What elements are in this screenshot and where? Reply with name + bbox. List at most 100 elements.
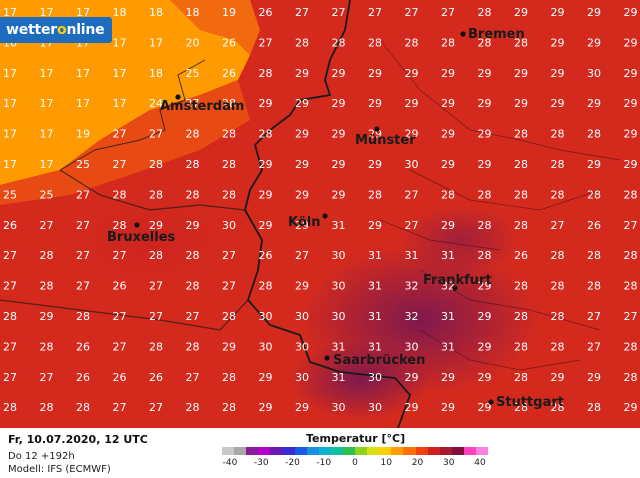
temperature-value: 27 (76, 188, 90, 201)
city-label[interactable]: Amsterdam (160, 99, 244, 114)
temperature-value: 29 (587, 97, 601, 110)
temperature-value: 28 (186, 340, 200, 353)
temperature-value: 18 (149, 67, 163, 80)
legend-tick: 0 (352, 458, 358, 468)
temperature-value: 29 (295, 401, 309, 414)
temperature-value: 28 (624, 280, 638, 293)
temperature-value: 29 (295, 97, 309, 110)
legend-color-swatch (258, 447, 271, 455)
legend-color-swatch (318, 447, 331, 455)
temperature-value: 27 (295, 6, 309, 19)
coastline (59, 59, 206, 171)
temperature-value: 29 (624, 36, 638, 49)
temperature-value: 32 (441, 280, 455, 293)
legend-tick: -20 (285, 458, 300, 468)
city-dot (134, 222, 140, 228)
legend-color-swatch (451, 447, 464, 455)
city-label[interactable]: Frankfurt (423, 273, 492, 288)
temperature-value: 28 (587, 280, 601, 293)
wetteronline-logo[interactable]: wetteronline (0, 17, 112, 43)
temperature-value: 29 (368, 97, 382, 110)
temperature-value: 18 (149, 6, 163, 19)
temperature-value: 26 (259, 249, 273, 262)
temperature-value: 26 (259, 6, 273, 19)
temperature-value: 27 (222, 249, 236, 262)
temperature-value: 28 (222, 128, 236, 141)
temperature-value: 29 (551, 67, 565, 80)
temperature-value: 29 (478, 310, 492, 323)
temperature-value: 29 (405, 401, 419, 414)
temperature-value: 29 (368, 158, 382, 171)
city-label[interactable]: Münster (355, 133, 416, 148)
legend-color-swatch (391, 447, 404, 455)
temperature-value: 29 (441, 128, 455, 141)
city-label[interactable]: Bruxelles (107, 230, 176, 245)
temperature-value: 27 (368, 6, 382, 19)
temperature-value: 30 (332, 401, 346, 414)
temperature-value: 29 (441, 158, 455, 171)
legend-tick: 20 (411, 458, 424, 468)
temperature-value: 17 (113, 97, 127, 110)
temperature-value: 28 (624, 371, 638, 384)
legend-tick-labels: -40 -30 -20 -10 0 10 20 30 40 (222, 458, 488, 470)
temperature-value: 29 (259, 371, 273, 384)
temperature-value: 28 (514, 371, 528, 384)
temperature-value: 28 (587, 249, 601, 262)
temperature-value: 25 (186, 67, 200, 80)
city-label[interactable]: Köln (288, 215, 321, 230)
city-label[interactable]: Saarbrücken (333, 353, 425, 368)
temperature-value: 17 (40, 6, 54, 19)
temperature-value: 29 (295, 128, 309, 141)
temperature-value: 27 (186, 310, 200, 323)
heat-zone-hesse (400, 205, 520, 275)
temperature-value: 17 (40, 128, 54, 141)
legend-title: Temperatur [°C] (306, 432, 406, 445)
temperature-value: 26 (222, 36, 236, 49)
temperature-value: 29 (295, 219, 309, 232)
temperature-value: 29 (478, 128, 492, 141)
temperature-value: 28 (40, 340, 54, 353)
temperature-value: 29 (587, 371, 601, 384)
temperature-value: 28 (514, 280, 528, 293)
temperature-value: 30 (332, 249, 346, 262)
temperature-value: 28 (551, 310, 565, 323)
temperature-value: 29 (624, 67, 638, 80)
temperature-value: 29 (332, 97, 346, 110)
legend-color-swatch (330, 447, 343, 455)
temperature-value: 29 (405, 371, 419, 384)
temperature-value: 19 (222, 6, 236, 19)
temperature-value: 27 (113, 249, 127, 262)
temperature-value: 26 (113, 280, 127, 293)
forecast-datetime: Fr, 10.07.2020, 12 UTC (8, 433, 148, 446)
temperature-value: 27 (76, 249, 90, 262)
temperature-value: 28 (40, 401, 54, 414)
temperature-map[interactable]: 1717171818181926272727272728292929291617… (0, 0, 640, 428)
temperature-value: 17 (3, 6, 17, 19)
temperature-value: 30 (295, 371, 309, 384)
temperature-value: 27 (149, 128, 163, 141)
temperature-value: 28 (3, 310, 17, 323)
city-label[interactable]: Bremen (468, 27, 525, 42)
temperature-value: 28 (222, 188, 236, 201)
temperature-value: 29 (368, 219, 382, 232)
city-dot (488, 399, 494, 405)
model-run-info: Do 12 +192h (8, 451, 75, 462)
legend-tick: 10 (380, 458, 392, 468)
temperature-value: 27 (3, 249, 17, 262)
temperature-value: 24 (149, 97, 163, 110)
temperature-value: 30 (368, 371, 382, 384)
temperature-value: 17 (76, 97, 90, 110)
temperature-value: 28 (587, 128, 601, 141)
temperature-value: 28 (149, 188, 163, 201)
city-label[interactable]: Stuttgart (496, 395, 564, 410)
temperature-value: 29 (478, 371, 492, 384)
temperature-value: 17 (40, 67, 54, 80)
temperature-value: 28 (478, 188, 492, 201)
temperature-value: 27 (40, 219, 54, 232)
map-footer: Fr, 10.07.2020, 12 UTC Do 12 +192h Model… (0, 428, 640, 478)
legend-color-swatch (415, 447, 428, 455)
temperature-value: 29 (441, 371, 455, 384)
temperature-value: 29 (332, 128, 346, 141)
legend-color-swatch (306, 447, 319, 455)
temperature-value: 29 (441, 401, 455, 414)
